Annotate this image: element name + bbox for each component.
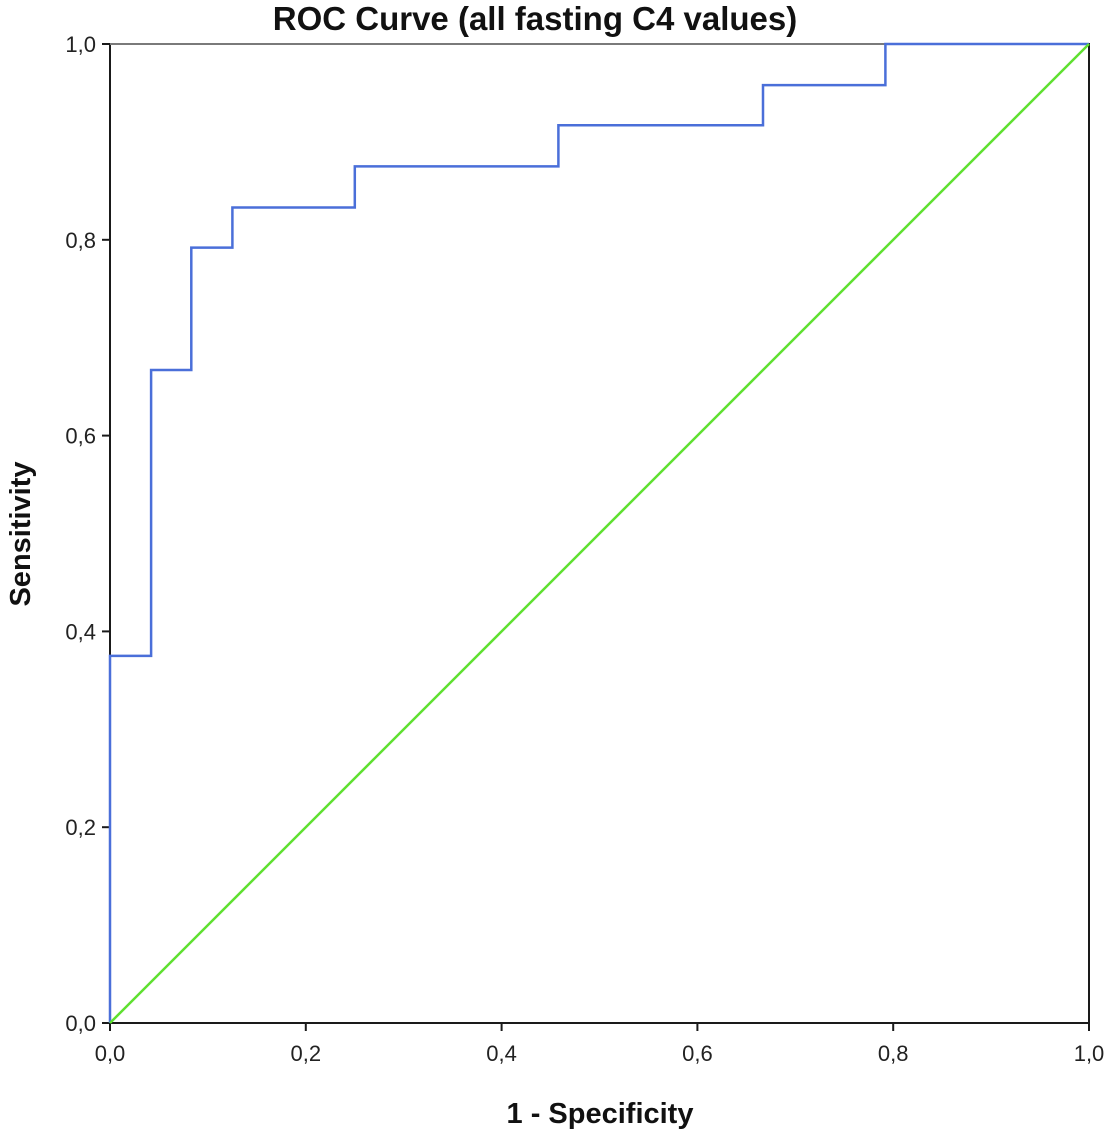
y-tick-label: 0,4 (65, 619, 96, 644)
x-axis-label: 1 - Specificity (507, 1098, 694, 1130)
x-tick-label: 0,8 (878, 1041, 909, 1066)
plot-area: 0,0 0,2 0,4 0,6 0,8 1,0 0,0 0,2 0,4 0,6 0,8 1,0 (65, 32, 1104, 1066)
y-axis-label: Sensitivity (5, 461, 37, 606)
y-tick-label: 0,6 (65, 424, 96, 449)
y-tick-label: 0,8 (65, 228, 96, 253)
reference-diagonal-line (109, 43, 1090, 1024)
y-tick-label: 0,2 (65, 815, 96, 840)
chart-title: ROC Curve (all fasting C4 values) (273, 0, 797, 37)
x-tick-label: 0,0 (95, 1041, 126, 1066)
y-tick-label: 0,0 (65, 1011, 96, 1036)
x-tick-label: 0,2 (291, 1041, 322, 1066)
y-tick-label: 1,0 (65, 32, 96, 57)
x-tick-label: 1,0 (1074, 1041, 1105, 1066)
roc-curve-line (108, 42, 1089, 1023)
x-tick-label: 0,4 (486, 1041, 517, 1066)
x-tick-label: 0,6 (682, 1041, 713, 1066)
